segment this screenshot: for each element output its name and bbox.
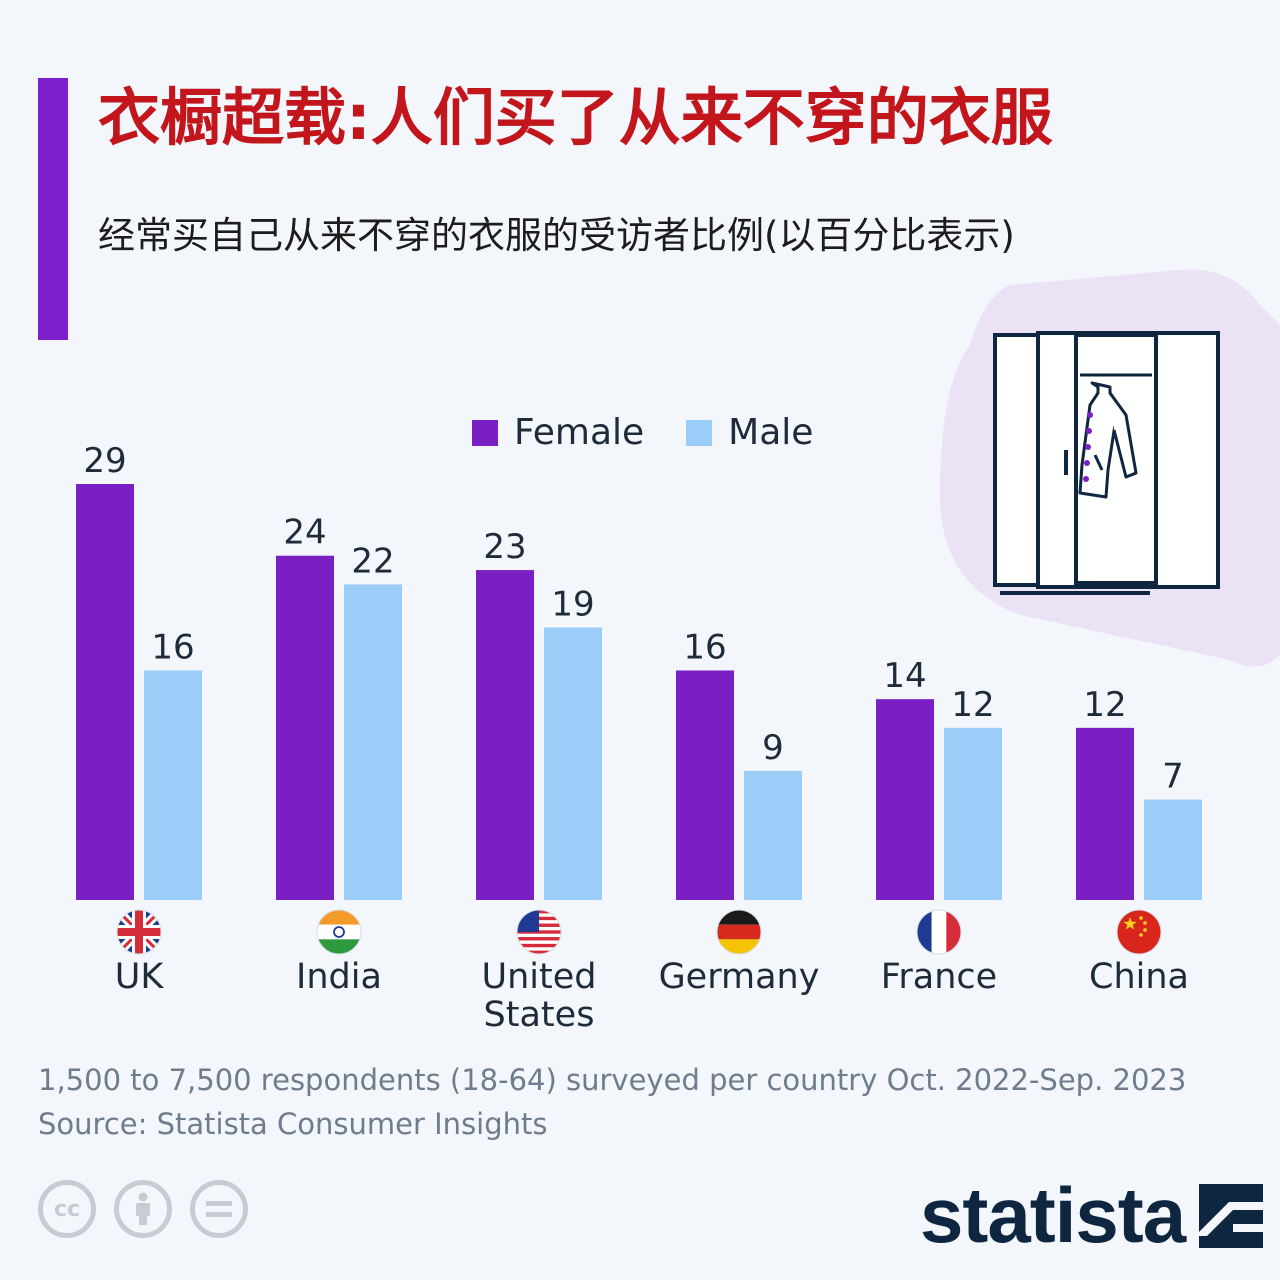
tick-label-india: India <box>296 957 382 997</box>
chart-legend: Female Male <box>472 412 855 453</box>
france-flag-icon <box>916 909 962 955</box>
bar-female-germany <box>676 670 734 900</box>
bar-female-united-states <box>476 570 534 900</box>
tick-label-china: China <box>1089 957 1189 997</box>
bar-female-uk <box>76 484 134 900</box>
jacket-icon <box>1078 381 1138 499</box>
survey-note: 1,500 to 7,500 respondents (18-64) surve… <box>38 1063 1187 1097</box>
data-label-female-united-states: 23 <box>483 527 526 567</box>
legend-label-male: Male <box>728 412 814 453</box>
legend-item-female: Female <box>472 412 644 453</box>
legend-swatch-female <box>472 419 498 446</box>
data-label-male-germany: 9 <box>762 728 784 768</box>
data-label-male-france: 12 <box>951 685 994 725</box>
accent-bar <box>38 78 68 340</box>
data-label-male-india: 22 <box>351 541 394 581</box>
tick-label-united-states: United States <box>482 957 597 1035</box>
source-note: Source: Statista Consumer Insights <box>38 1107 548 1141</box>
uk-flag-icon <box>116 909 162 955</box>
tick-label-france: France <box>881 957 997 997</box>
bar-male-united-states <box>544 627 602 900</box>
us-flag-icon <box>516 909 562 955</box>
no-derivatives-icon[interactable] <box>190 1180 248 1238</box>
data-label-male-united-states: 19 <box>551 584 594 624</box>
bar-male-uk <box>144 670 202 900</box>
bar-male-india <box>344 584 402 900</box>
brand-name: statista <box>920 1171 1186 1259</box>
tick-label-germany: Germany <box>659 957 820 997</box>
statista-logo[interactable]: statista <box>920 1170 1264 1261</box>
cc-icon[interactable]: cc <box>38 1180 96 1238</box>
bar-chart: 29 16 UK 24 22 India 23 19 United States 16 9 German… <box>76 441 1202 1035</box>
china-flag-icon <box>1116 909 1162 955</box>
data-label-female-china: 12 <box>1083 685 1126 725</box>
legend-label-female: Female <box>514 412 645 453</box>
data-label-male-uk: 16 <box>151 627 194 667</box>
bar-male-china <box>1144 799 1202 900</box>
data-label-male-china: 7 <box>1162 757 1184 797</box>
bar-female-india <box>276 555 334 900</box>
india-flag-icon <box>316 909 362 955</box>
statista-mark-icon <box>1199 1183 1264 1248</box>
data-label-female-france: 14 <box>883 656 926 696</box>
data-label-female-india: 24 <box>283 513 326 553</box>
chart-subtitle: 经常买自己从来不穿的衣服的受访者比例(以百分比表示) <box>98 214 1015 257</box>
data-label-female-uk: 29 <box>83 441 126 481</box>
bar-male-france <box>944 727 1002 900</box>
tick-label-uk: UK <box>115 957 165 997</box>
chart-title: 衣橱超载:人们买了从来不穿的衣服 <box>98 81 1053 154</box>
wardrobe-illustration <box>940 269 1280 667</box>
attribution-icon[interactable] <box>114 1180 172 1238</box>
license-icons: cc <box>38 1180 266 1238</box>
legend-item-male: Male <box>686 412 813 453</box>
bar-female-france <box>876 699 934 900</box>
chart-footnote: 1,500 to 7,500 respondents (18-64) surve… <box>38 1058 1186 1146</box>
legend-swatch-male <box>686 419 713 446</box>
bar-male-germany <box>744 770 802 900</box>
bar-female-china <box>1076 727 1134 900</box>
data-label-female-germany: 16 <box>683 627 726 667</box>
germany-flag-icon <box>716 909 762 955</box>
